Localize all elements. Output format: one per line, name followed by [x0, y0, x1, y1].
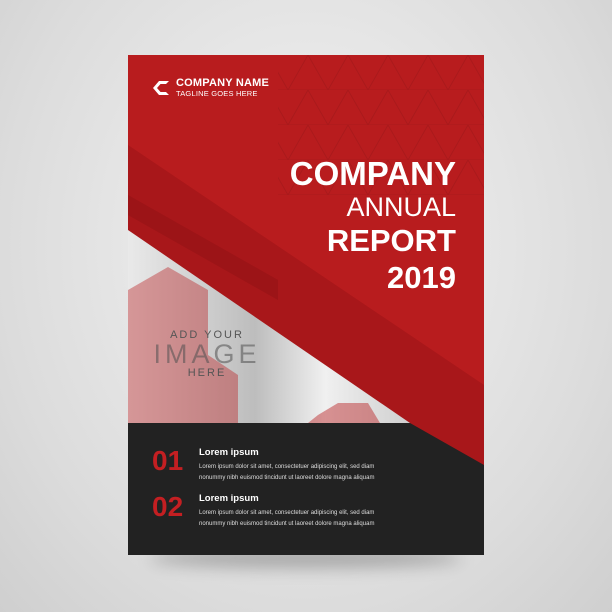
item-body: nonummy nibh euismod tincidunt ut laoree… [199, 475, 375, 481]
image-placeholder-text: ADD YOUR IMAGE HERE [146, 330, 268, 379]
report-title: COMPANY ANNUAL REPORT 2019 [290, 155, 456, 295]
company-name: COMPANY NAME [176, 77, 270, 89]
list-item: 02 Lorem ipsum Lorem ipsum dolor sit ame… [152, 491, 374, 530]
item-heading: Lorem ipsum [199, 447, 259, 458]
placeholder-line: ADD YOUR [170, 329, 244, 341]
item-heading: Lorem ipsum [199, 493, 259, 504]
item-body: nonummy nibh euismod tincidunt ut laoree… [199, 521, 375, 527]
triangle-pattern [278, 55, 484, 195]
hexagon-overlay-small [308, 403, 380, 423]
title-line: ANNUAL [346, 192, 456, 223]
dark-footer [128, 423, 484, 555]
image-placeholder-area [128, 230, 410, 423]
title-line: COMPANY [289, 155, 456, 192]
hexagon-overlay [128, 267, 238, 423]
logo-chevron-icon [153, 80, 169, 95]
item-body: Lorem ipsum dolor sit amet, consectetuer… [199, 464, 375, 470]
placeholder-line: HERE [187, 367, 227, 379]
company-logo: COMPANY NAME TAGLINE GOES HERE [152, 77, 269, 98]
tagline: TAGLINE GOES HERE [176, 89, 258, 98]
report-cover: COMPANY NAME TAGLINE GOES HERE COMPANY A… [128, 55, 484, 555]
cover-background [128, 55, 484, 555]
stripe [128, 195, 278, 300]
title-year: 2019 [387, 259, 456, 295]
placeholder-line: IMAGE [153, 339, 261, 369]
list-item: 01 Lorem ipsum Lorem ipsum dolor sit ame… [152, 445, 374, 484]
item-number: 01 [152, 445, 184, 476]
item-number: 02 [152, 491, 184, 522]
item-body: Lorem ipsum dolor sit amet, consectetuer… [199, 510, 375, 516]
title-line: REPORT [326, 222, 456, 258]
